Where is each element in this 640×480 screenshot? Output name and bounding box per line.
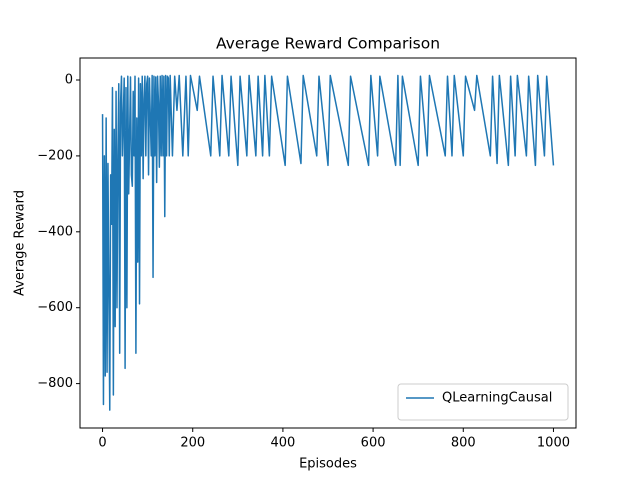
y-tick-label: 0 — [65, 73, 73, 88]
x-tick-label: 600 — [361, 436, 386, 451]
x-tick-label: 800 — [451, 436, 476, 451]
x-tick-label: 1000 — [537, 436, 570, 451]
legend-box — [397, 383, 569, 421]
y-tick-label: −600 — [37, 300, 73, 315]
data-line — [101, 74, 555, 411]
plot-frame — [79, 57, 577, 429]
legend-label: QLearningCausal — [442, 391, 552, 406]
y-tick-label: −400 — [37, 224, 73, 239]
x-tick-label: 0 — [98, 436, 106, 451]
y-tick-label: −200 — [37, 148, 73, 163]
x-tick-label: 200 — [180, 436, 205, 451]
y-tick-label: −800 — [37, 376, 73, 391]
x-tick-label: 400 — [270, 436, 295, 451]
y-axis-label: Average Reward — [13, 190, 28, 296]
x-axis-label: Episodes — [299, 457, 357, 472]
chart-title: Average Reward Comparison — [216, 35, 440, 53]
